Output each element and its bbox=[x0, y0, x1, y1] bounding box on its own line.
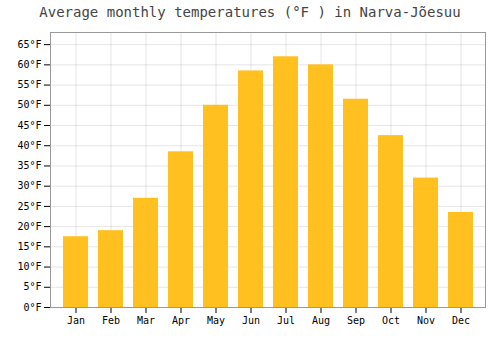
svg-text:Feb: Feb bbox=[102, 315, 120, 326]
svg-text:60°F: 60°F bbox=[17, 59, 41, 70]
svg-text:45°F: 45°F bbox=[17, 120, 41, 131]
svg-text:0°F: 0°F bbox=[23, 302, 41, 313]
svg-text:Sep: Sep bbox=[347, 315, 365, 326]
svg-text:25°F: 25°F bbox=[17, 201, 41, 212]
svg-text:35°F: 35°F bbox=[17, 160, 41, 171]
svg-text:Aug: Aug bbox=[312, 315, 330, 326]
svg-text:Jul: Jul bbox=[277, 315, 295, 326]
svg-text:Apr: Apr bbox=[172, 315, 190, 326]
svg-text:20°F: 20°F bbox=[17, 221, 41, 232]
svg-text:Oct: Oct bbox=[382, 315, 400, 326]
svg-text:65°F: 65°F bbox=[17, 39, 41, 50]
svg-text:Jan: Jan bbox=[67, 315, 85, 326]
svg-text:5°F: 5°F bbox=[23, 281, 41, 292]
svg-text:55°F: 55°F bbox=[17, 79, 41, 90]
svg-text:15°F: 15°F bbox=[17, 241, 41, 252]
svg-text:10°F: 10°F bbox=[17, 261, 41, 272]
svg-text:Mar: Mar bbox=[137, 315, 155, 326]
svg-text:Dec: Dec bbox=[452, 315, 470, 326]
html-text:Average monthly temperatures (: Average monthly temperatures (°F ) in Na… bbox=[39, 4, 461, 20]
svg-text:Jun: Jun bbox=[242, 315, 260, 326]
svg-text:50°F: 50°F bbox=[17, 99, 41, 110]
svg-text:May: May bbox=[207, 315, 225, 326]
svg-text:Nov: Nov bbox=[417, 315, 435, 326]
svg-text:30°F: 30°F bbox=[17, 180, 41, 191]
svg-text:40°F: 40°F bbox=[17, 140, 41, 151]
